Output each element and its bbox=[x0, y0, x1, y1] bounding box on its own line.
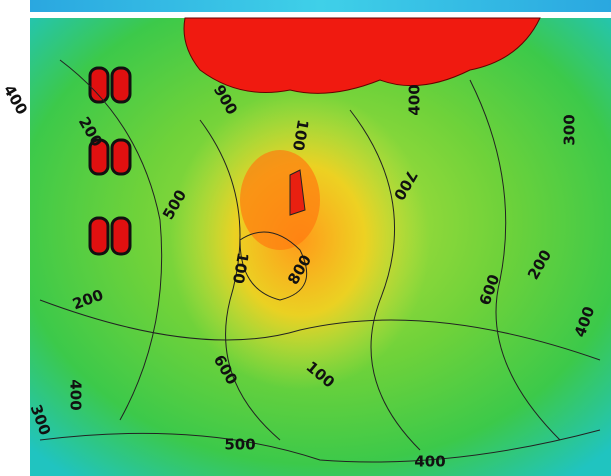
contour-label: 400 bbox=[414, 453, 445, 471]
contour-label: 400 bbox=[0, 82, 31, 118]
contour-label: 100 bbox=[289, 118, 312, 152]
contour-label: 400 bbox=[67, 379, 85, 410]
red-region bbox=[183, 17, 541, 94]
contour-lines bbox=[39, 59, 601, 463]
contour-label: 500 bbox=[224, 436, 255, 454]
top-strip bbox=[30, 0, 611, 12]
contour-label: 400 bbox=[406, 84, 424, 115]
contour-label: 300 bbox=[561, 114, 579, 145]
red-spot bbox=[289, 169, 306, 216]
contour-label: 100 bbox=[229, 251, 252, 285]
red-markers bbox=[88, 66, 132, 256]
